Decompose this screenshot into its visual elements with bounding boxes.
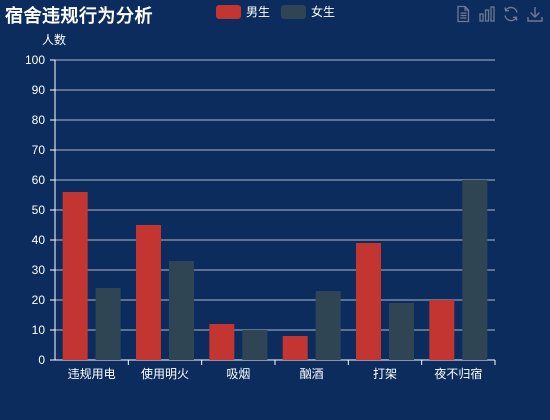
x-tick-label: 打架: [373, 367, 397, 381]
legend-swatch-male: [216, 4, 241, 19]
legend: 男生 女生: [216, 3, 346, 20]
legend-label-male: 男生: [246, 5, 271, 19]
x-tick-label: 夜不归宿: [434, 366, 482, 381]
bar-female: [95, 288, 121, 360]
y-tick-label: 0: [38, 353, 45, 367]
bar-female: [169, 261, 194, 360]
refresh-icon[interactable]: [502, 5, 520, 23]
y-tick-label: 80: [32, 113, 46, 127]
x-tick-label: 酗酒: [300, 367, 324, 381]
legend-item-female[interactable]: 女生: [281, 3, 335, 20]
bar-male: [209, 324, 235, 360]
y-tick-label: 70: [32, 143, 46, 157]
y-tick-label: 60: [32, 173, 46, 187]
bar-male: [62, 192, 88, 360]
toolbox: [454, 5, 544, 23]
x-tick-label: 违规用电: [68, 366, 116, 381]
bar-male: [282, 336, 308, 360]
y-tick-label: 30: [32, 263, 46, 277]
y-tick-label: 90: [32, 83, 46, 97]
y-axis-name: 人数: [42, 33, 67, 47]
data-view-icon[interactable]: [454, 5, 472, 23]
bar-chart-icon[interactable]: [478, 5, 496, 23]
y-tick-label: 40: [32, 233, 46, 247]
y-tick-label: 100: [25, 53, 45, 67]
y-tick-label: 50: [32, 203, 46, 217]
bar-female: [315, 291, 341, 360]
legend-swatch-female: [281, 4, 307, 19]
x-tick-label: 吸烟: [226, 367, 250, 381]
y-tick-label: 20: [32, 293, 46, 307]
download-icon[interactable]: [526, 5, 544, 23]
bar-male: [136, 225, 161, 360]
legend-label-female: 女生: [311, 5, 336, 19]
legend-item-male[interactable]: 男生: [216, 3, 270, 20]
x-tick-label: 使用明火: [141, 366, 189, 381]
y-tick-label: 10: [32, 323, 46, 337]
bar-female: [389, 303, 414, 360]
bar-male: [356, 243, 381, 360]
chart-title: 宿舍违规行为分析: [5, 6, 153, 27]
bar-female: [242, 330, 268, 360]
bar-female: [462, 180, 488, 360]
bar-male: [429, 300, 455, 360]
